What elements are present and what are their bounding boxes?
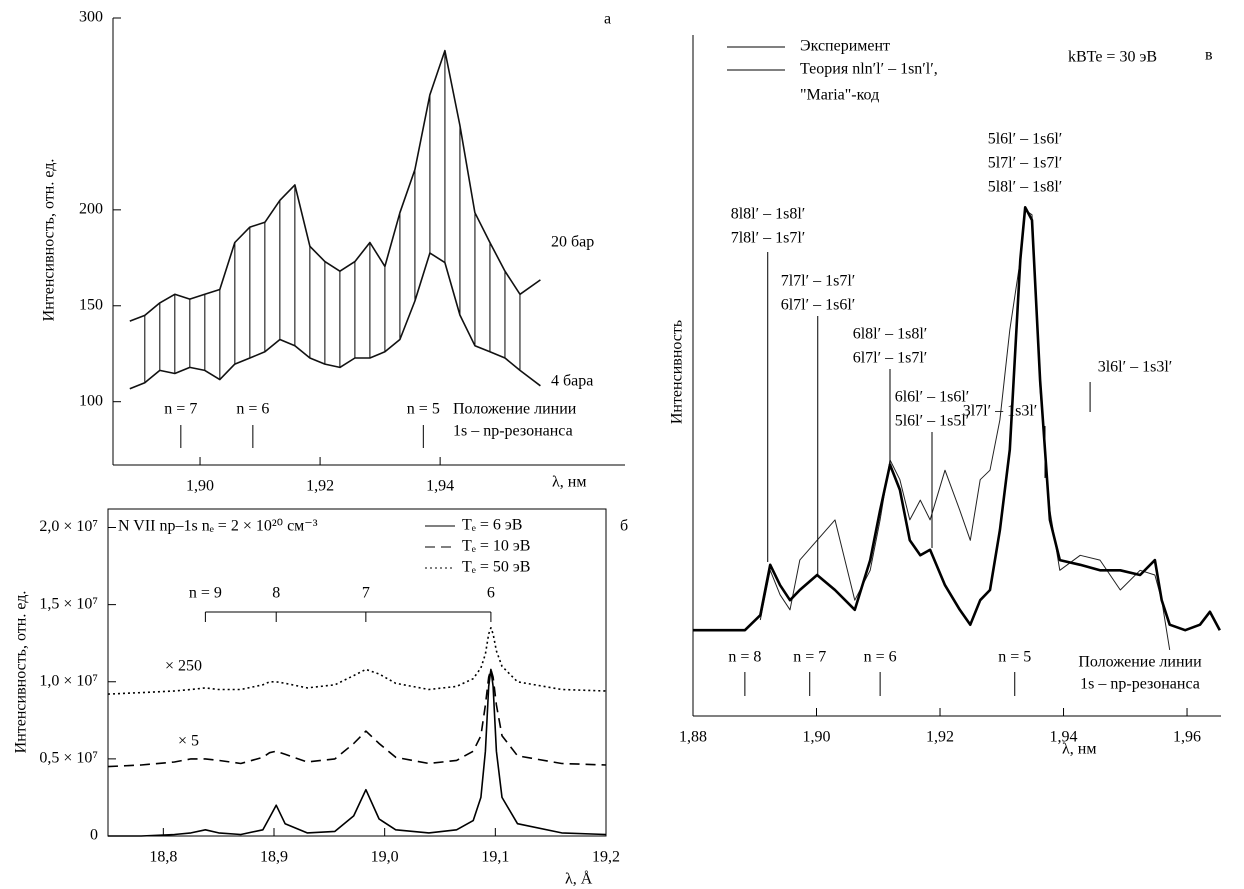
- resonance-label: n = 8: [728, 649, 761, 666]
- resonance-note: 1s – np-резонанса: [1080, 676, 1200, 693]
- y-axis-label: Интенсивность, отн. ед.: [13, 591, 30, 754]
- transition-label: 5l7l′ – 1s7l′: [988, 155, 1063, 172]
- series-line: [107, 627, 607, 695]
- panel-label: а: [604, 11, 611, 28]
- annotation: × 5: [178, 733, 199, 750]
- y-tick-label: 0: [90, 827, 98, 844]
- plot-frame: [107, 508, 607, 837]
- resonance-label: n = 5: [407, 401, 440, 418]
- x-axis-label: λ, нм: [1062, 741, 1096, 758]
- transition-label: 6l7l′ – 1s6l′: [781, 297, 856, 314]
- resonance-label: n = 6: [236, 401, 269, 418]
- legend-label: Теория nln′l′ – 1sn′l′,: [800, 61, 938, 78]
- note: kBTe = 30 эВ: [1068, 49, 1157, 66]
- x-tick-label: 1,92: [926, 729, 954, 746]
- transition-label: 7l7l′ – 1s7l′: [781, 273, 856, 290]
- y-tick-label: 150: [79, 296, 103, 313]
- transition-label: 8l8l′ – 1s8l′: [731, 206, 806, 223]
- y-tick-label: 300: [79, 9, 103, 26]
- bracket-label: 6: [487, 585, 495, 602]
- transition-label: 6l7l′ – 1s7l′: [853, 350, 928, 367]
- y-tick-label: 100: [79, 392, 103, 409]
- resonance-note: Положение линии: [453, 401, 577, 418]
- x-axis-label: λ, нм: [552, 474, 586, 491]
- y-tick-label: 200: [79, 201, 103, 218]
- resonance-label: n = 5: [998, 649, 1031, 666]
- resonance-label: n = 7: [793, 649, 826, 666]
- transition-label: 5l8l′ – 1s8l′: [988, 179, 1063, 196]
- series-line: [759, 209, 1171, 650]
- series-label: 4 бара: [551, 373, 593, 390]
- x-tick-label: 18,9: [260, 849, 288, 866]
- x-tick-label: 1,94: [426, 478, 454, 495]
- x-tick-label: 1,90: [803, 729, 831, 746]
- x-tick-label: 1,90: [186, 478, 214, 495]
- y-axis-label: Интенсивность, отн. ед.: [41, 159, 58, 322]
- transition-label: 5l6l′ – 1s6l′: [988, 131, 1063, 148]
- resonance-label: n = 6: [864, 649, 897, 666]
- annotation: × 250: [165, 658, 202, 675]
- bracket-label: 7: [362, 585, 370, 602]
- series-label: 20 бар: [551, 234, 594, 251]
- transition-label: 5l6l′ – 1s5l′: [895, 413, 970, 430]
- bracket-label: 8: [272, 585, 280, 602]
- x-tick-label: 1,96: [1173, 729, 1201, 746]
- resonance-label: n = 7: [164, 401, 197, 418]
- x-tick-label: 1,88: [679, 729, 707, 746]
- transition-label: 3l7l′ – 1s3l′: [963, 403, 1038, 420]
- x-tick-label: 19,2: [592, 849, 620, 866]
- legend-label: Эксперимент: [800, 38, 890, 55]
- transition-label: 6l6l′ – 1s6l′: [895, 389, 970, 406]
- x-tick-label: 19,1: [481, 849, 509, 866]
- x-tick-label: 19,0: [371, 849, 399, 866]
- transition-label: 6l8l′ – 1s8l′: [853, 326, 928, 343]
- series-line: [129, 252, 541, 390]
- x-tick-label: 18,8: [149, 849, 177, 866]
- x-tick-label: 1,92: [306, 478, 334, 495]
- series-line: [107, 668, 607, 768]
- y-axis-label: Интенсивность: [669, 320, 686, 424]
- panel-label: б: [620, 518, 628, 535]
- x-tick-label: 1,94: [1050, 729, 1078, 746]
- y-tick-label: 2,0 × 10⁷: [39, 518, 98, 535]
- y-tick-label: 1,0 × 10⁷: [39, 672, 98, 689]
- bracket-label: n = 9: [189, 585, 222, 602]
- legend-note: "Maria"-код: [800, 87, 879, 104]
- series-line: [108, 668, 607, 837]
- series-line: [129, 49, 541, 322]
- x-axis-label: λ, Å: [565, 870, 593, 888]
- legend-label: Tₑ = 6 эВ: [462, 517, 522, 534]
- y-tick-label: 1,5 × 10⁷: [39, 595, 98, 612]
- chart-title: N VII np–1s nₑ = 2 × 10²⁰ см⁻³: [118, 518, 318, 535]
- resonance-note: Положение линии: [1078, 654, 1202, 671]
- panel-label: в: [1205, 47, 1213, 64]
- transition-label: 3l6l′ – 1s3l′: [1098, 359, 1173, 376]
- legend-label: Tₑ = 50 эВ: [462, 559, 530, 576]
- legend-label: Tₑ = 10 эВ: [462, 538, 530, 555]
- transition-label: 7l8l′ – 1s7l′: [731, 230, 806, 247]
- y-tick-label: 0,5 × 10⁷: [39, 750, 98, 767]
- series-line: [693, 206, 1221, 632]
- resonance-note: 1s – np-резонанса: [453, 423, 573, 440]
